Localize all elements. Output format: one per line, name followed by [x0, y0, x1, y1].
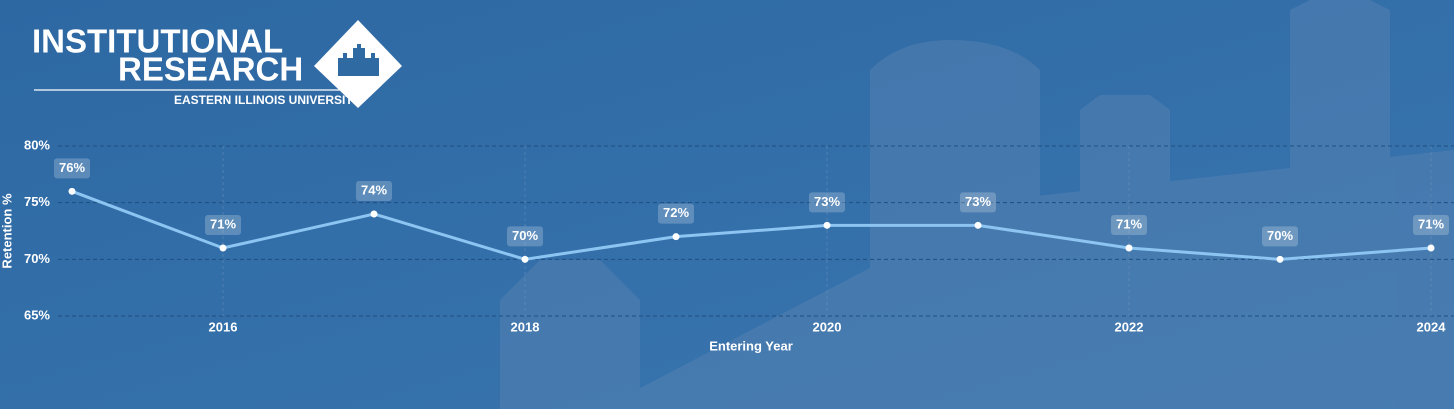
- y-tick-label: 75%: [24, 194, 50, 209]
- data-point: [823, 221, 831, 229]
- data-label: 71%: [1116, 216, 1142, 231]
- y-axis-title: Retention %: [0, 193, 14, 269]
- data-label: 71%: [1418, 216, 1444, 231]
- data-label: 70%: [1267, 228, 1293, 243]
- data-label: 70%: [512, 228, 538, 243]
- y-tick-label: 65%: [24, 307, 50, 322]
- data-point: [370, 210, 378, 218]
- logo-line2: RESEARCH: [118, 51, 303, 88]
- label-box: [1262, 226, 1298, 247]
- label-box: [356, 181, 392, 201]
- data-label: 73%: [965, 194, 991, 209]
- data-label: 73%: [814, 194, 840, 209]
- data-point: [68, 187, 76, 195]
- data-label: 74%: [361, 182, 387, 197]
- x-axis-title: Entering Year: [709, 338, 793, 353]
- logo-castle: [338, 44, 379, 76]
- data-point: [974, 221, 982, 229]
- data-point: [1427, 244, 1435, 252]
- label-box: [54, 158, 90, 179]
- logo-sub: EASTERN ILLINOIS UNIVERSITY: [174, 93, 361, 107]
- data-point: [1276, 255, 1284, 263]
- label-box: [1413, 215, 1449, 235]
- label-box: [658, 203, 694, 224]
- data-label: 72%: [663, 205, 689, 220]
- label-box: [1111, 215, 1147, 235]
- y-tick-label: 70%: [24, 251, 50, 266]
- label-box: [205, 215, 241, 235]
- label-box: [809, 192, 845, 213]
- logo-line1: INSTITUTIONAL: [32, 23, 283, 60]
- data-point: [219, 244, 227, 252]
- y-tick-label: 80%: [24, 137, 50, 152]
- data-label: 71%: [210, 216, 236, 231]
- data-point: [521, 255, 529, 263]
- x-tick-label: 2024: [1417, 319, 1447, 334]
- data-point: [1125, 244, 1133, 252]
- x-tick-label: 2020: [813, 319, 842, 334]
- label-box: [960, 192, 996, 213]
- label-box: [507, 226, 543, 247]
- logo: INSTITUTIONAL RESEARCH EASTERN ILLINOIS …: [32, 20, 402, 108]
- x-tick-label: 2016: [209, 319, 238, 334]
- data-point: [672, 233, 680, 241]
- data-label: 76%: [59, 160, 85, 175]
- data-line: [71, 189, 1432, 261]
- x-tick-label: 2018: [511, 319, 540, 334]
- x-tick-label: 2022: [1115, 319, 1144, 334]
